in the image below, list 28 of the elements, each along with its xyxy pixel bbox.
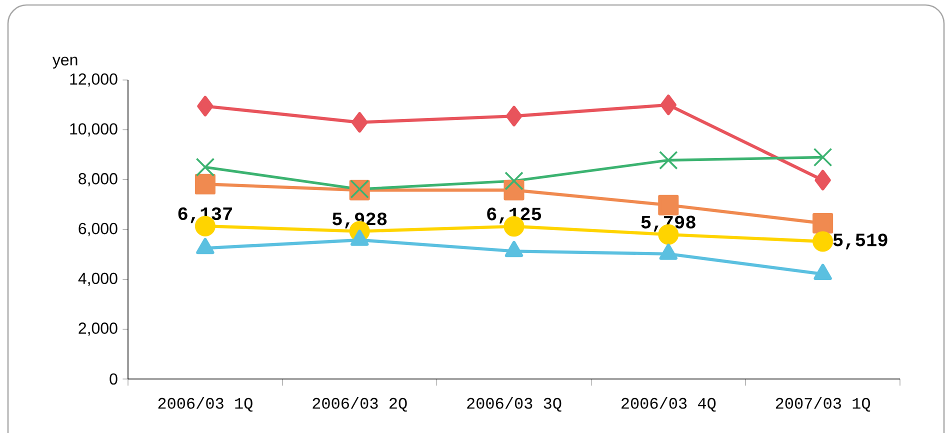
point (812, 213, 834, 234)
point (814, 170, 831, 190)
y-tick-label: 0 (110, 373, 118, 385)
point (196, 158, 215, 177)
data-label: 5,798 (641, 216, 696, 232)
point (658, 150, 678, 170)
point (194, 174, 216, 194)
point (197, 96, 214, 116)
point (812, 231, 834, 252)
point (658, 194, 679, 216)
x-tick-label: 2007/03 1Q (776, 397, 870, 412)
point (506, 106, 522, 126)
point (813, 148, 832, 167)
y-tick-label: 8,000 (78, 173, 118, 186)
x-tick-label: 2006/03 4Q (622, 397, 716, 412)
y-axis-title: yen (52, 56, 78, 69)
y-tick-label: 2,000 (78, 322, 118, 336)
point (660, 94, 676, 116)
point (504, 171, 524, 190)
y-tick-label: 4,000 (78, 272, 118, 286)
x-tick-label: 2006/03 2Q (312, 397, 407, 412)
y-tick-label: 12,000 (70, 73, 118, 87)
x-tick-label: 2006/03 1Q (158, 397, 252, 412)
data-label: 5,519 (833, 234, 888, 250)
point (352, 112, 368, 133)
x-tick-label: 2006/03 3Q (467, 397, 562, 412)
y-tick-label: 6,000 (78, 222, 118, 236)
y-tick-label: 10,000 (70, 123, 118, 136)
